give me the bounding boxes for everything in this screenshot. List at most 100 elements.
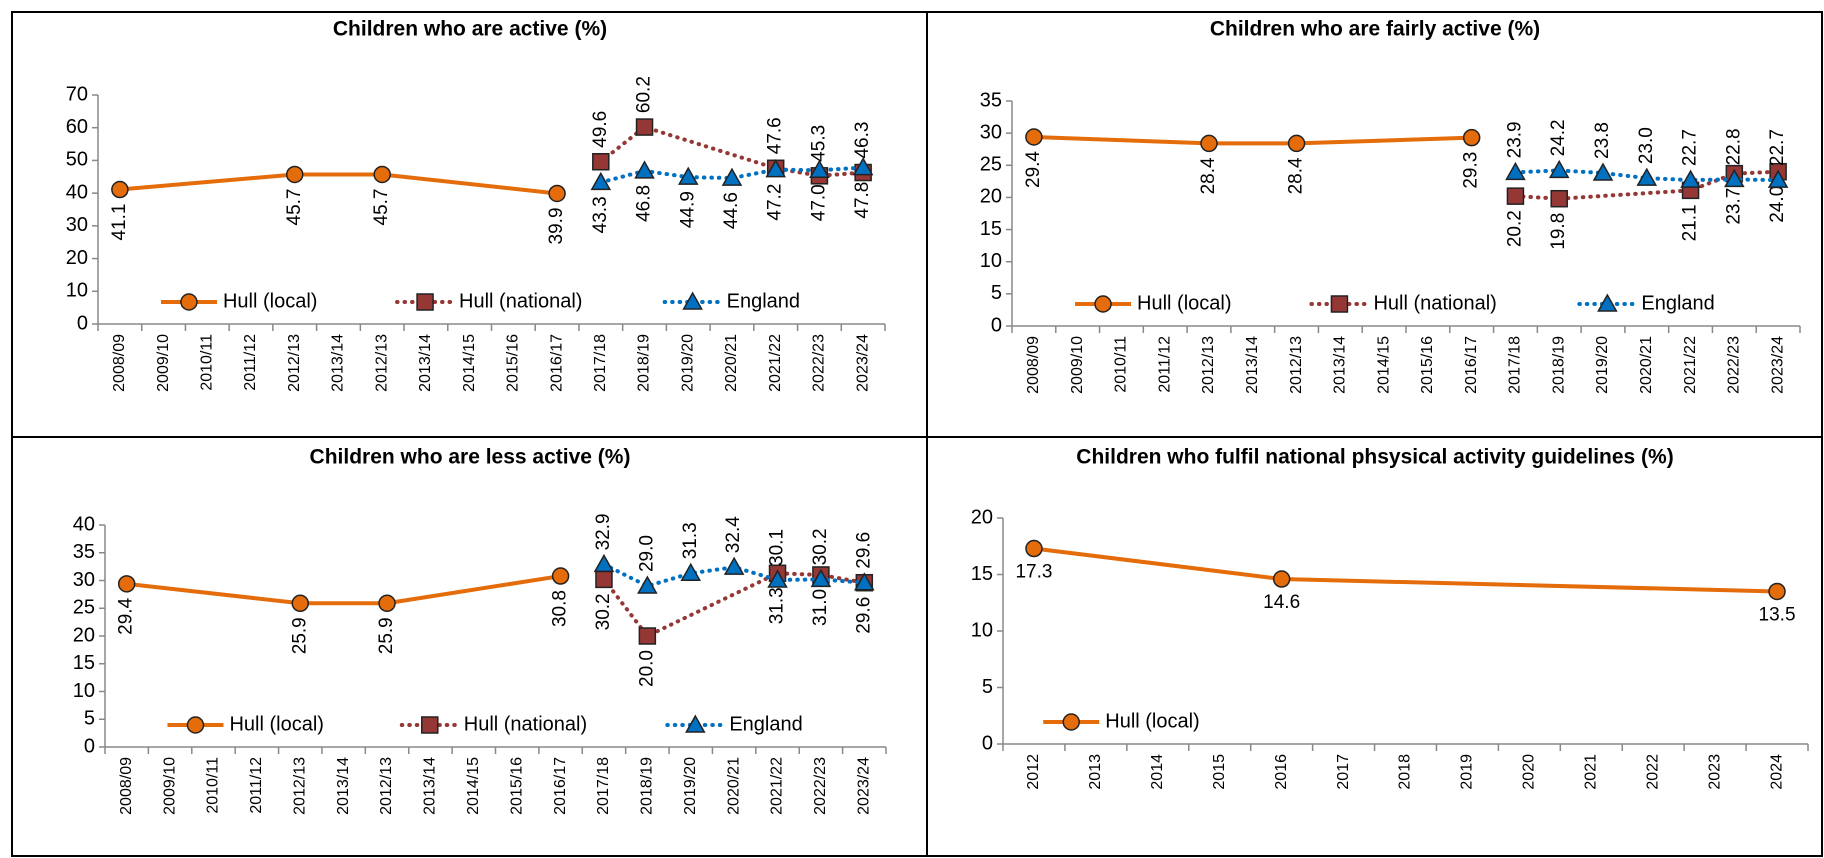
marker [638,627,657,645]
marker [635,118,654,136]
data-label: 24.0 [1767,186,1788,223]
legend-label: Hull (local) [1105,710,1199,732]
x-tick-label: 2019/20 [682,757,699,815]
y-tick-label: 10 [73,680,95,702]
x-tick-label: 2019/20 [1594,336,1611,394]
x-tick-label: 2021/22 [769,757,786,815]
x-tick-label: 2016/17 [1463,336,1480,394]
legend-marker [1597,293,1618,312]
data-label: 25.9 [376,617,397,654]
data-label: 30.2 [810,528,831,565]
data-label: 43.3 [590,196,611,233]
marker [1548,159,1570,179]
data-label: 32.9 [593,513,614,550]
data-label: 29.4 [1023,151,1044,188]
data-label: 44.6 [721,192,742,229]
x-tick-label: 2019 [1459,754,1476,790]
marker [117,575,136,593]
x-tick-label: 2013 [1087,754,1104,790]
y-tick-label: 30 [66,214,88,236]
marker [721,167,743,186]
x-tick-label: 2022/23 [1726,336,1743,394]
y-tick-label: 0 [982,732,993,754]
data-label: 28.4 [1286,157,1307,194]
x-tick-label: 2023/24 [854,334,871,392]
y-tick-label: 20 [66,247,88,269]
data-label: 45.7 [371,188,392,225]
x-tick-label: 2012/13 [1288,336,1305,394]
data-label: 46.8 [634,185,655,222]
x-tick-label: 2012/13 [286,334,303,392]
x-tick-label: 2022 [1644,754,1661,790]
legend-label: Hull (national) [1373,292,1496,314]
data-label: 23.8 [1592,122,1613,159]
x-tick-label: 2009/10 [161,757,178,815]
y-tick-label: 20 [980,186,1002,208]
data-label: 30.1 [767,529,788,566]
series-line [1033,546,1778,594]
marker [595,570,613,589]
data-label: 31.3 [767,587,788,624]
data-label: 23.9 [1504,121,1525,158]
x-tick-label: 2023/24 [1769,336,1786,394]
marker [810,568,832,588]
y-tick-label: 30 [980,121,1002,143]
marker [1025,539,1043,558]
data-label: 60.2 [634,76,655,113]
x-tick-label: 2012/13 [378,757,395,815]
legend-label: Hull (local) [229,713,323,735]
marker [378,594,396,613]
x-tick-label: 2024 [1768,754,1785,790]
data-label: 22.8 [1723,128,1744,165]
marker [111,180,129,199]
data-label: 25.9 [289,617,310,654]
data-label: 20.2 [1504,210,1525,247]
outer-border [11,11,1823,857]
y-tick-label: 10 [980,250,1002,272]
data-label: 14.6 [1263,592,1300,613]
marker [1768,582,1786,601]
chart-title: Children who are less active (%) [310,446,631,469]
x-tick-label: 2023 [1706,754,1723,790]
y-tick-label: 15 [73,652,95,674]
x-tick-label: 2021/22 [1682,336,1699,394]
marker [723,556,745,575]
marker [1724,168,1745,188]
marker [765,159,786,178]
data-label: 29.6 [853,597,874,634]
y-tick-label: 5 [991,282,1002,304]
x-tick-label: 2014/15 [465,757,482,815]
data-label: 47.2 [765,184,786,221]
data-label: 22.7 [1680,129,1701,166]
x-tick-label: 2015/16 [508,757,525,815]
data-label: 31.0 [810,589,831,626]
x-tick-label: 2013/14 [335,757,352,815]
x-tick-label: 2012/13 [373,334,390,392]
x-tick-label: 2015 [1211,754,1228,790]
series-line [1033,135,1472,146]
y-tick-label: 70 [66,83,88,105]
marker [590,171,612,191]
x-tick-label: 2017 [1335,754,1352,790]
x-tick-label: 2012 [1025,754,1042,790]
marker [809,159,830,178]
marker [592,152,610,171]
x-tick-label: 2017/18 [595,757,612,815]
marker [637,575,658,594]
x-tick-label: 2014/15 [1375,336,1392,394]
x-tick-label: 2010/11 [1113,336,1130,393]
data-label: 49.6 [590,111,611,148]
data-label: 46.3 [852,122,873,159]
x-tick-label: 2012/13 [291,757,308,815]
x-tick-label: 2008/09 [111,334,128,392]
marker [1462,128,1481,147]
legend-label: Hull (national) [459,290,582,312]
x-tick-label: 2013/14 [330,334,347,392]
y-tick-label: 60 [66,116,88,138]
data-label: 31.3 [680,522,701,559]
x-tick-label: 2023/24 [856,757,873,815]
y-tick-label: 10 [971,619,993,641]
data-label: 41.1 [109,204,130,241]
x-tick-label: 2015/16 [1419,336,1436,394]
